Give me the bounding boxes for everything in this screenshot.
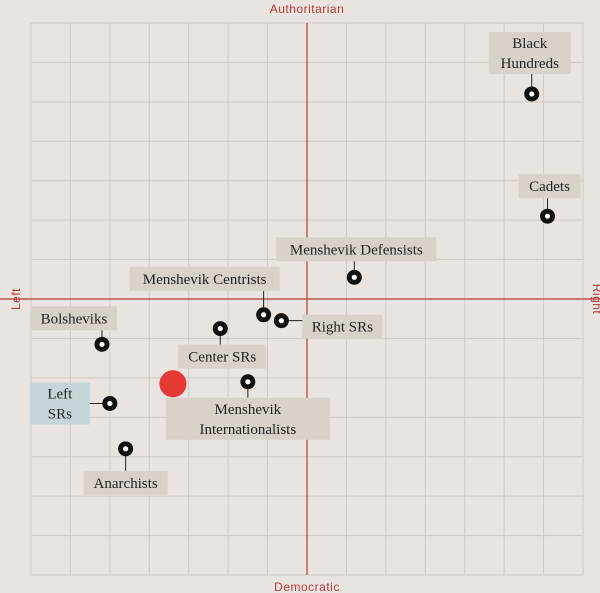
- point-marker: [540, 208, 556, 224]
- point-marker: [273, 313, 289, 329]
- party-menshevik-centrists: Menshevik Centrists: [129, 266, 280, 315]
- label-box: [83, 470, 168, 495]
- label-box: [29, 382, 90, 425]
- axis-label-bottom: Democratic: [274, 580, 340, 593]
- party-markers: [94, 86, 556, 457]
- label-box: [518, 174, 581, 199]
- party-label: Menshevik Centrists: [143, 272, 267, 288]
- party-label: Center SRs: [188, 350, 256, 366]
- point-marker: [94, 336, 110, 352]
- party-label: Right SRs: [312, 320, 373, 336]
- party-label: Anarchists: [94, 476, 158, 492]
- label-box: [30, 306, 117, 331]
- axis-label-right: Right: [590, 284, 600, 315]
- point-marker: [212, 321, 228, 337]
- label-box: [129, 266, 280, 291]
- party-bolsheviks: Bolsheviks: [30, 306, 117, 345]
- label-box: [488, 31, 571, 74]
- axis-label-left: Left: [9, 288, 23, 310]
- point-marker: [240, 374, 256, 390]
- party-menshevik-defensists: Menshevik Defensists: [276, 237, 437, 278]
- axis-label-top: Authoritarian: [270, 2, 345, 16]
- point-marker: [118, 441, 134, 457]
- party-black-hundreds: Black Hundreds: [488, 31, 571, 94]
- point-marker: [524, 86, 540, 102]
- party-anarchists: Anarchists: [83, 448, 168, 495]
- party-menshevik-internationalists: Menshevik Internationalists: [165, 381, 330, 440]
- party-label: Bolsheviks: [41, 311, 108, 327]
- party-label: Menshevik Defensists: [290, 242, 423, 258]
- party-label: Menshevik Internationalists: [200, 402, 297, 438]
- party-left-srs: Left SRs: [29, 382, 110, 425]
- label-box: [165, 397, 330, 440]
- label-box: [276, 237, 437, 262]
- party-right-srs: Right SRs: [281, 314, 383, 339]
- party-center-srs: Center SRs: [178, 328, 267, 369]
- user-position-marker: [159, 370, 187, 398]
- label-box: [178, 344, 267, 369]
- party-label: Cadets: [529, 179, 570, 195]
- party-labels: Black Hundreds Cadets Menshevik Defensists M…: [29, 31, 581, 495]
- party-cadets: Cadets: [518, 174, 581, 217]
- party-label: Black Hundreds: [501, 36, 559, 72]
- point-marker: [346, 269, 362, 285]
- label-box: [302, 314, 383, 339]
- point-marker: [102, 395, 118, 411]
- party-label: Left SRs: [47, 386, 73, 422]
- point-marker: [256, 307, 272, 323]
